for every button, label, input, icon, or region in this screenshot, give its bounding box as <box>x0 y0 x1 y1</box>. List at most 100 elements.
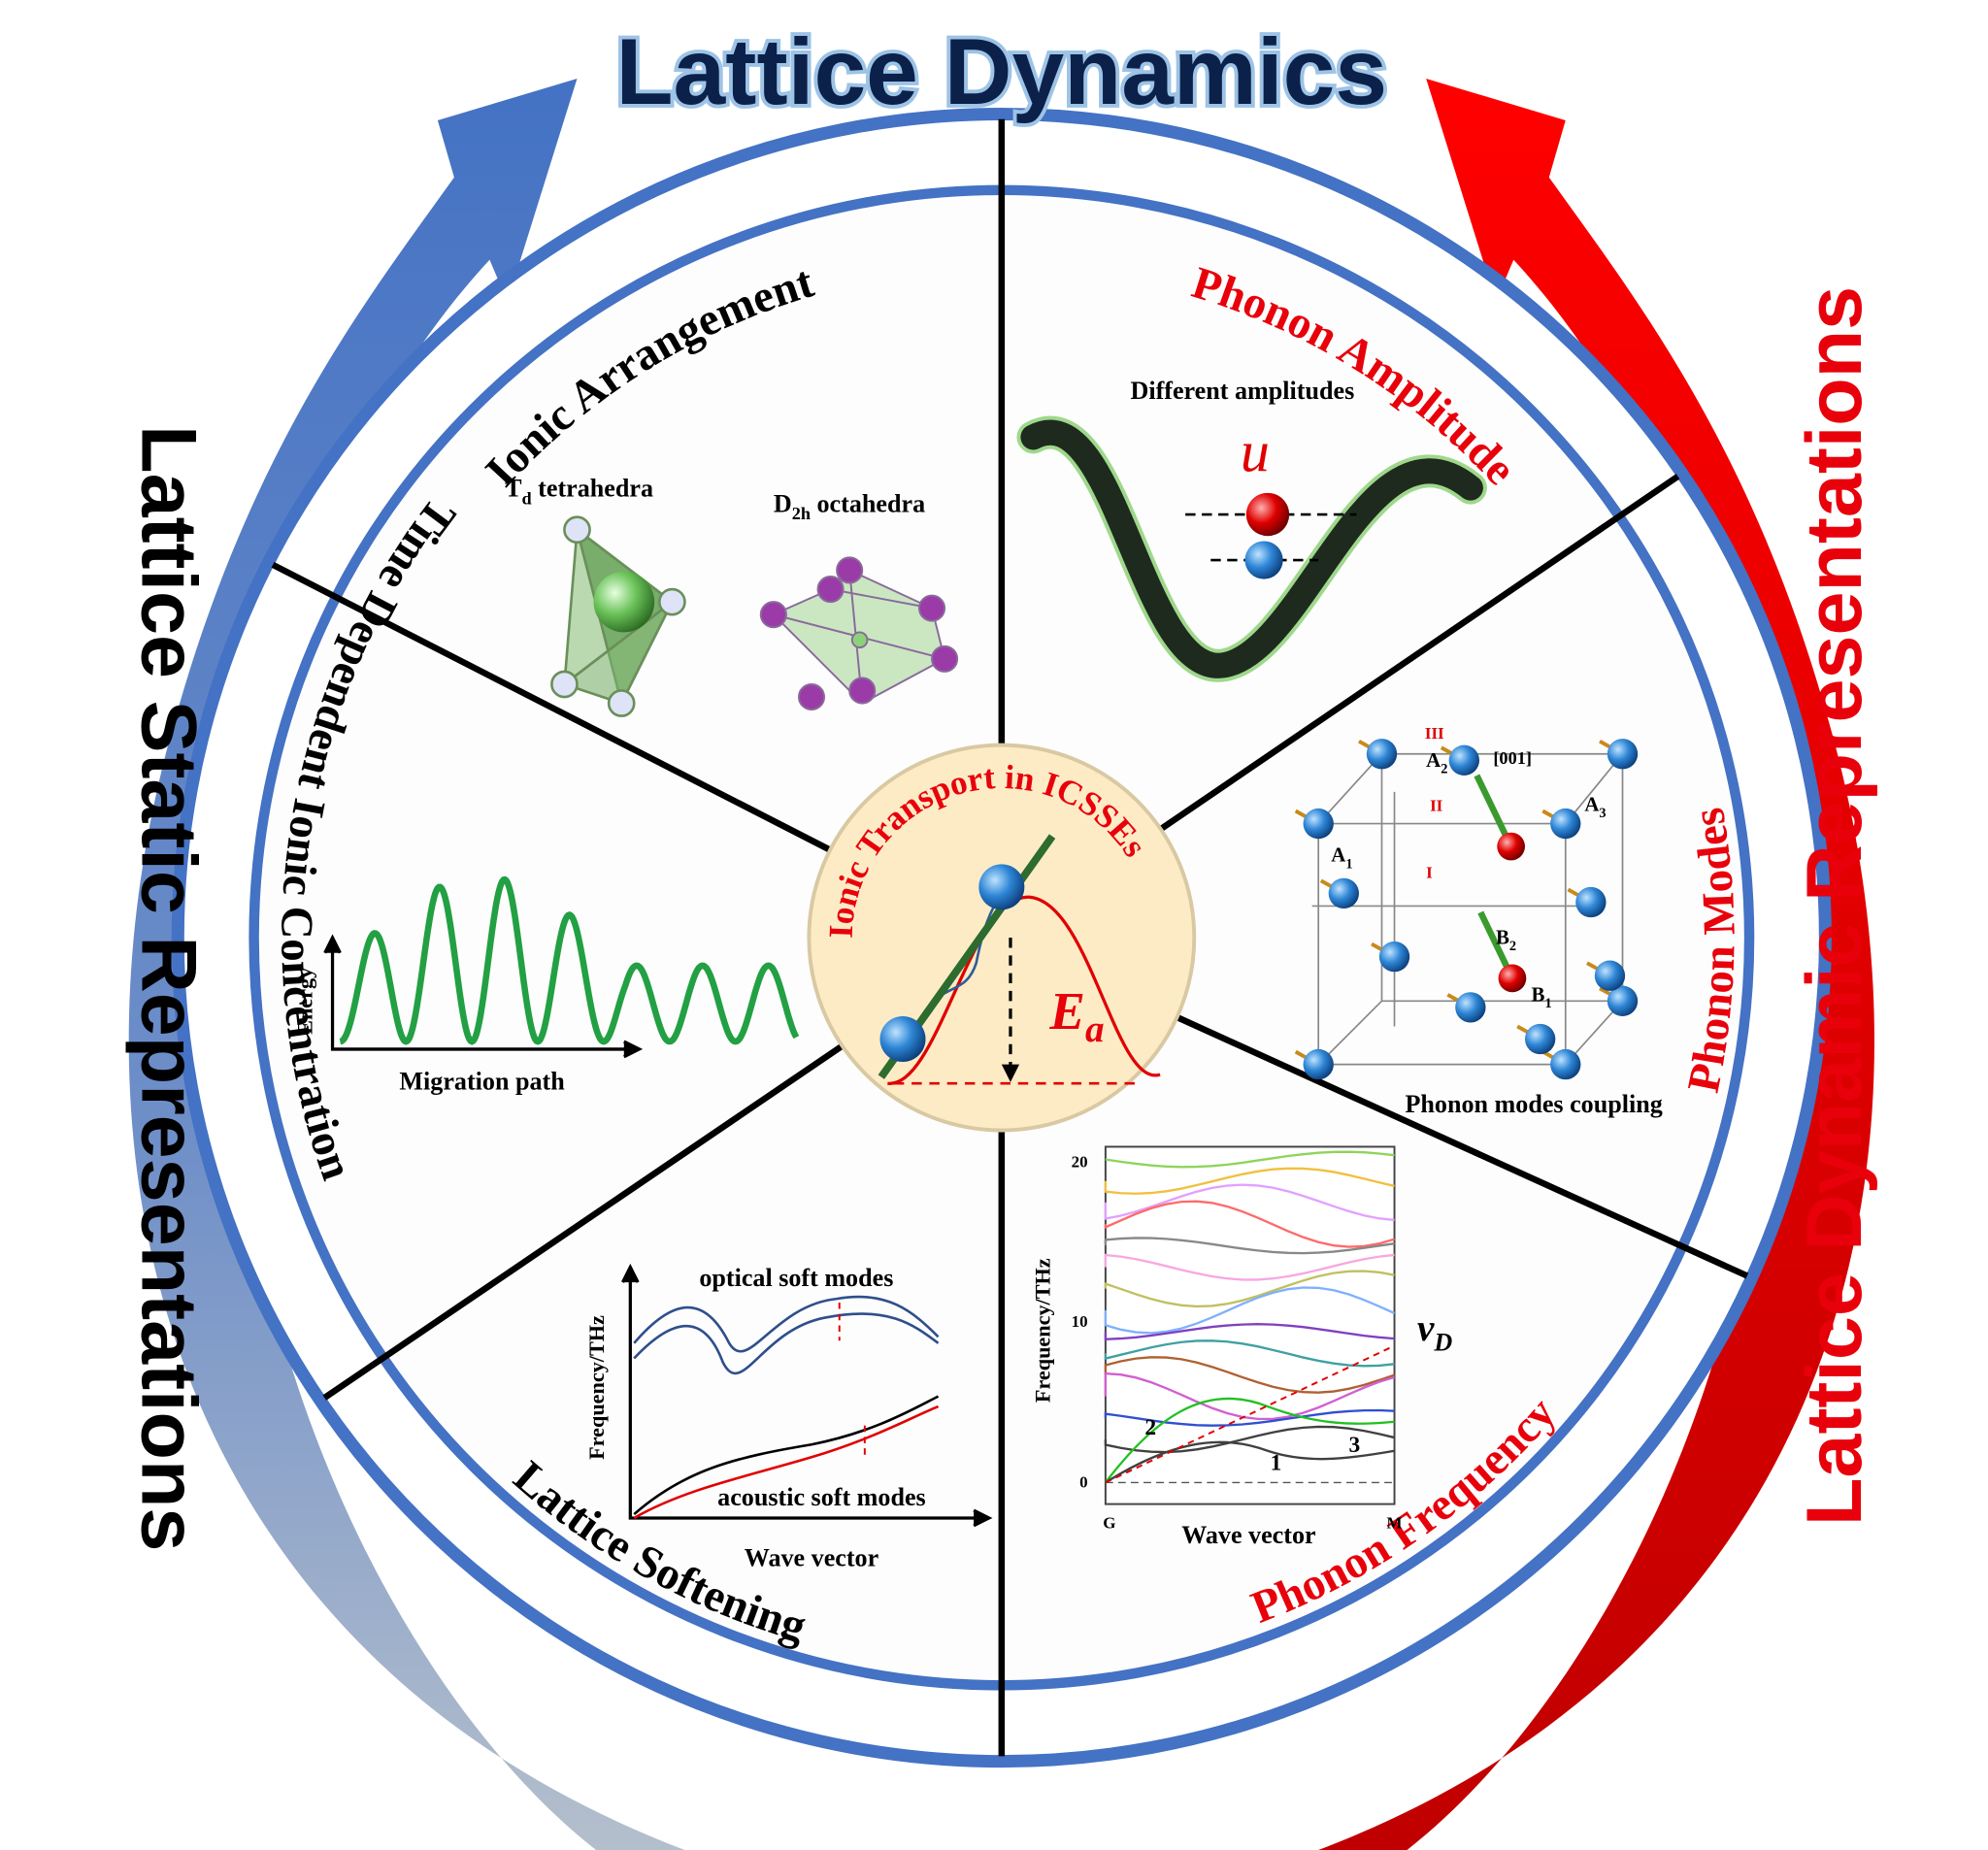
branch <box>1104 1270 1395 1308</box>
spokes <box>271 118 1749 1757</box>
ion <box>1455 992 1486 1023</box>
sub: 1 <box>1345 856 1352 872</box>
sub: 2 <box>1441 761 1447 776</box>
s: B <box>1532 982 1545 1006</box>
tetra-label: Td tetrahedra <box>505 475 653 509</box>
shape <box>563 515 591 545</box>
spoke <box>1176 1014 1749 1279</box>
title: Lattice Dynamics <box>616 20 1388 124</box>
shape <box>593 571 655 633</box>
optical-branch <box>633 1312 940 1375</box>
shape <box>830 588 933 610</box>
branch <box>1105 1440 1395 1484</box>
ion <box>1245 492 1290 537</box>
softening-axes <box>621 1263 993 1528</box>
shape <box>561 601 674 706</box>
symbol: E <box>1048 981 1085 1041</box>
amplitude-symbol: u <box>1241 419 1270 484</box>
amplitude-caption: Different amplitudes <box>1131 377 1355 405</box>
ion <box>1366 739 1398 770</box>
debye-line <box>1105 1344 1395 1484</box>
y-tick-label: 0 <box>1079 1473 1087 1492</box>
step-label: I <box>1426 864 1433 882</box>
migration-axes <box>323 934 644 1059</box>
ion <box>1303 808 1334 840</box>
ion <box>978 864 1025 910</box>
shape <box>658 587 686 616</box>
sub: d <box>521 489 531 509</box>
t: T <box>505 475 522 503</box>
branch <box>1104 1167 1395 1195</box>
ion <box>879 1015 926 1062</box>
sub: 3 <box>1599 806 1606 821</box>
shape <box>917 594 946 622</box>
static-label: Lattice Static Representations <box>125 425 213 1551</box>
branch <box>1104 1200 1395 1248</box>
ion <box>1497 832 1525 861</box>
branch <box>1104 1425 1395 1454</box>
static-arrow <box>128 78 685 1850</box>
spoke <box>1158 474 1680 832</box>
s: B <box>1496 926 1509 949</box>
site-label: B2 <box>1496 926 1516 955</box>
sub: 2h <box>792 504 811 523</box>
shape <box>848 677 877 705</box>
branch <box>1104 1408 1395 1427</box>
group: A1 A2 A3 B1 B2 I II III <box>1331 724 1606 1011</box>
optical-branch <box>633 1295 940 1353</box>
branch <box>1104 1183 1395 1222</box>
subscript: a <box>1085 1008 1105 1050</box>
branch-label: 2 <box>1144 1415 1156 1440</box>
branch <box>1104 1286 1396 1335</box>
wave-ribbon-core <box>1020 419 1483 678</box>
v: v <box>1417 1307 1435 1349</box>
s: A <box>1584 793 1599 816</box>
shape <box>836 556 864 584</box>
branch-label: 3 <box>1349 1433 1361 1458</box>
ion <box>1498 964 1527 993</box>
rest: octahedra <box>811 489 925 517</box>
velocity-label: vD <box>1417 1307 1452 1356</box>
x-axis-label: Wave vector <box>1181 1521 1316 1549</box>
branch-label: 1 <box>1271 1450 1282 1475</box>
group: 0 10 20 G M <box>1072 1152 1403 1532</box>
shape <box>607 689 636 717</box>
branch <box>1104 1339 1395 1368</box>
branch <box>1104 1253 1395 1281</box>
shape <box>550 670 579 699</box>
ion <box>1550 1048 1581 1080</box>
x-axis-label: Wave vector <box>745 1544 879 1572</box>
shape <box>850 631 869 649</box>
branch <box>1104 1237 1395 1255</box>
ion <box>1575 886 1607 918</box>
sub: D <box>1433 1329 1452 1357</box>
ion <box>1328 877 1359 909</box>
site-label: A3 <box>1584 793 1606 822</box>
step-label: III <box>1425 724 1444 743</box>
spoke <box>322 1042 845 1401</box>
s: A <box>1331 843 1345 867</box>
dynamic-arrow <box>1318 78 1874 1850</box>
x-tick-label: G <box>1103 1513 1115 1532</box>
site-label: A2 <box>1426 748 1447 777</box>
shape <box>628 1273 983 1520</box>
shape <box>931 644 959 673</box>
s: A <box>1426 748 1441 772</box>
ion <box>1448 744 1479 776</box>
sub: 2 <box>1509 939 1516 954</box>
acoustic-branch <box>633 1404 940 1520</box>
direction-label: [001] <box>1493 748 1532 768</box>
octahedron <box>759 556 959 711</box>
y-axis-label: Energy <box>293 968 317 1035</box>
rest: tetrahedra <box>532 475 653 503</box>
branch <box>1104 1397 1395 1484</box>
shape <box>797 682 826 711</box>
shape <box>323 934 644 1059</box>
y-tick-label: 10 <box>1072 1312 1088 1331</box>
branch <box>1105 1150 1395 1169</box>
site-label: B1 <box>1532 982 1552 1011</box>
acoustic-branch <box>633 1395 940 1516</box>
shape <box>1317 753 1383 825</box>
ion <box>1594 960 1626 991</box>
